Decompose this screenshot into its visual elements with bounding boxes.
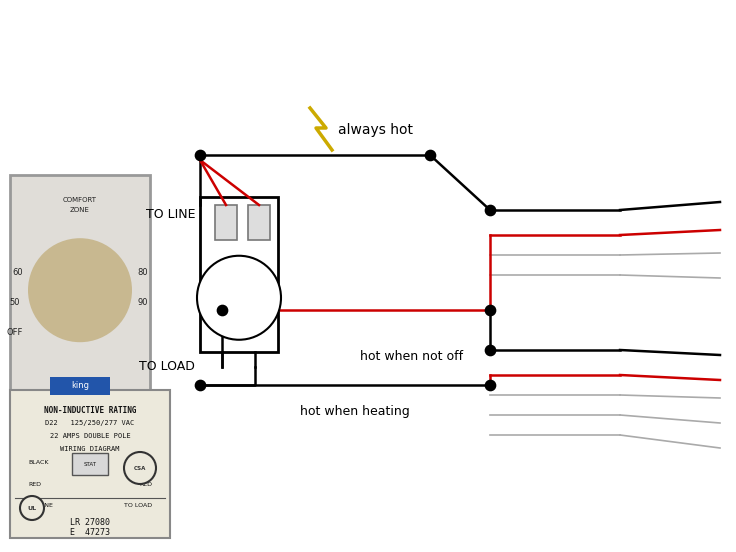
Bar [215, 205, 237, 240]
Point [484, 306, 496, 315]
Text: RED: RED [28, 482, 41, 487]
Text: CSA: CSA [134, 465, 146, 470]
Text: TO LINE: TO LINE [146, 209, 195, 221]
Text: 50: 50 [10, 298, 20, 307]
Text: 22 AMPS DOUBLE POLE: 22 AMPS DOUBLE POLE [49, 433, 130, 439]
Point [194, 151, 206, 160]
Text: 90: 90 [137, 298, 147, 307]
Bar [72, 453, 108, 475]
Text: COMFORT: COMFORT [63, 197, 97, 203]
Text: hot when not off: hot when not off [360, 350, 463, 363]
Text: D22   125/250/277 VAC: D22 125/250/277 VAC [46, 420, 135, 426]
Text: BLACK: BLACK [28, 460, 49, 465]
Text: E  47273: E 47273 [70, 528, 110, 537]
Text: TO LOAD: TO LOAD [124, 503, 152, 508]
Text: NON-INDUCTIVE RATING: NON-INDUCTIVE RATING [43, 406, 136, 415]
Point [216, 306, 228, 315]
Circle shape [20, 496, 44, 520]
Bar [50, 377, 110, 395]
Text: king: king [71, 381, 89, 390]
Text: STAT: STAT [83, 461, 96, 466]
Text: BLACK: BLACK [132, 460, 152, 465]
Text: TO LOAD: TO LOAD [139, 360, 195, 374]
Text: TO LINE: TO LINE [28, 503, 53, 508]
Text: 60: 60 [13, 268, 23, 277]
Bar [10, 175, 150, 415]
Text: UL: UL [27, 506, 37, 511]
Point [484, 346, 496, 354]
Point [484, 380, 496, 389]
Text: OFF: OFF [7, 328, 23, 337]
Text: always hot: always hot [338, 123, 413, 137]
Text: LR 27080: LR 27080 [70, 518, 110, 527]
Point [194, 380, 206, 389]
Point [424, 151, 436, 160]
Bar [248, 205, 270, 240]
Point [484, 205, 496, 214]
Text: ZONE: ZONE [70, 207, 90, 213]
Text: hot when heating: hot when heating [300, 405, 410, 418]
Text: 80: 80 [137, 268, 148, 277]
Text: WIRING DIAGRAM: WIRING DIAGRAM [60, 446, 120, 452]
Circle shape [28, 238, 132, 342]
Circle shape [197, 256, 281, 339]
Bar [10, 390, 170, 538]
Bar [200, 197, 278, 352]
Text: RED: RED [139, 482, 152, 487]
Circle shape [124, 452, 156, 484]
